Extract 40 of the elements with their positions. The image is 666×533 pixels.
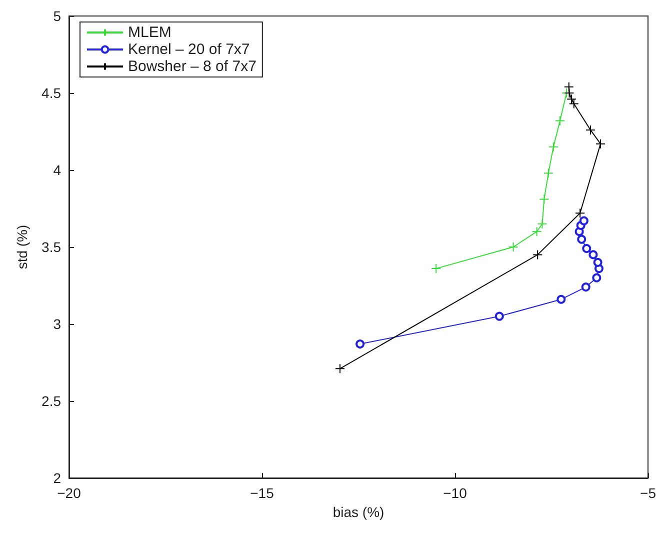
point [581, 282, 590, 292]
point [585, 124, 596, 135]
point [564, 82, 574, 92]
point [356, 340, 365, 349]
x-tick-label: −15 [250, 485, 274, 501]
point [593, 258, 602, 267]
point [579, 216, 588, 226]
point [596, 138, 606, 149]
point [548, 142, 558, 152]
point [334, 364, 345, 374]
y-tick-label: 3 [53, 316, 62, 332]
point [532, 250, 543, 260]
legend-label: MLEM [128, 24, 172, 41]
y-axis-title: std (%) [14, 224, 30, 270]
x-tick-label: −10 [443, 485, 468, 501]
point [577, 234, 586, 244]
point [532, 226, 542, 237]
point [431, 264, 442, 274]
point [575, 208, 586, 218]
point [554, 116, 565, 126]
point [494, 312, 504, 321]
x-tick-label: −20 [57, 485, 82, 501]
y-tick-label: 2 [53, 470, 62, 486]
point [582, 244, 592, 254]
y-tick-label: 4.5 [42, 85, 62, 101]
y-tick-label: 4 [53, 162, 62, 178]
y-tick-label: 2.5 [42, 393, 62, 409]
x-tick-label: −5 [640, 485, 656, 501]
y-tick-label: 5 [53, 8, 62, 24]
point [539, 194, 550, 204]
point [592, 273, 602, 282]
point [508, 242, 518, 252]
x-axis-title: bias (%) [332, 504, 384, 520]
point [556, 294, 566, 304]
legend-label: Bowsher – 8 of 7x7 [128, 58, 256, 75]
point [537, 218, 548, 229]
legend-label: Kernel – 20 of 7x7 [128, 41, 250, 58]
y-tick-label: 3.5 [42, 239, 62, 255]
point [543, 168, 554, 178]
point [588, 250, 598, 260]
